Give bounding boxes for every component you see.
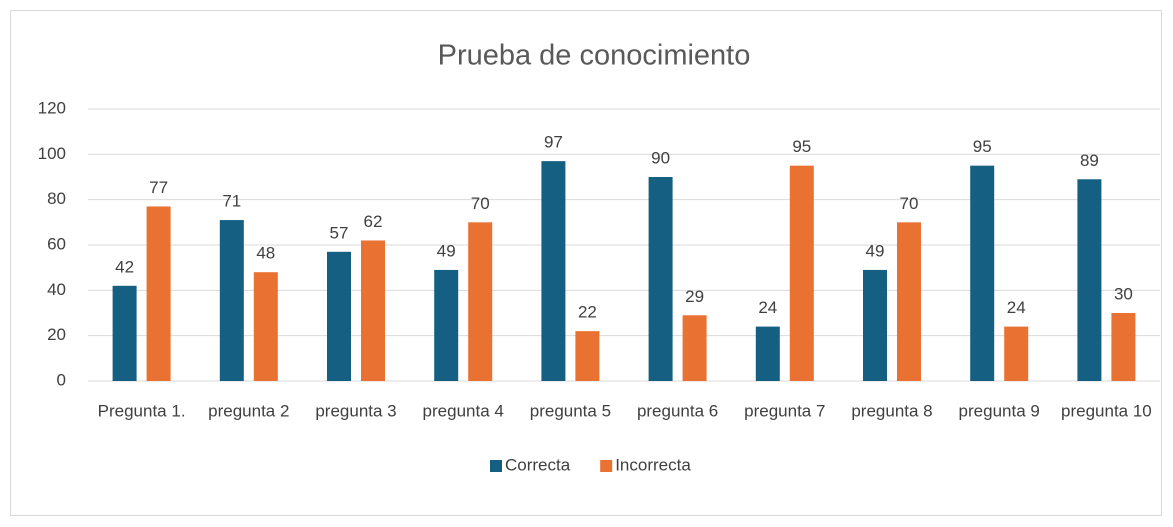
bar [1004,326,1029,381]
x-tick-label: pregunta 10 [1061,401,1152,420]
bar [755,326,780,381]
data-label: 89 [1080,151,1099,170]
data-label: 70 [900,194,919,213]
bar [648,177,673,381]
x-tick-label: pregunta 5 [530,401,611,420]
legend-swatch [490,460,502,472]
data-label: 95 [973,137,992,156]
bar [219,220,244,381]
data-label: 48 [256,244,275,263]
chart-title: Prueba de conocimiento [438,40,751,72]
data-label: 49 [437,241,456,260]
bar [897,222,921,381]
x-tick-label: pregunta 4 [423,401,504,420]
data-label: 97 [544,133,563,152]
x-tick-label: pregunta 6 [637,401,718,420]
x-tick-label: pregunta 9 [959,401,1040,420]
bar [112,285,137,381]
y-tick-label: 20 [47,325,66,344]
data-label: 30 [1114,284,1133,303]
x-tick-label: Pregunta 1. [98,401,186,420]
data-label: 24 [1007,298,1026,317]
bar [327,251,351,381]
y-tick-label: 100 [38,144,66,163]
data-label: 62 [364,212,383,231]
bar [146,206,171,381]
bar [434,269,459,381]
data-label: 77 [149,178,168,197]
y-tick-label: 40 [47,280,66,299]
y-tick-label: 80 [47,189,66,208]
bar [468,222,493,381]
legend-swatch [600,460,613,472]
bar [253,272,278,381]
x-tick-label: pregunta 7 [744,401,825,420]
data-label: 49 [866,241,885,260]
y-tick-label: 0 [57,370,66,389]
bar [863,269,887,381]
data-label: 22 [578,303,597,322]
bar [682,315,707,381]
bar [541,161,566,381]
data-label: 70 [471,194,490,213]
bar [361,240,385,381]
legend-label: Incorrecta [615,455,691,474]
bar [1077,179,1102,381]
data-label: 29 [685,287,704,306]
y-tick-label: 120 [38,98,66,117]
data-label: 24 [758,298,777,317]
data-label: 95 [792,137,811,156]
x-tick-label: pregunta 8 [851,401,932,420]
y-tick-label: 60 [47,234,66,253]
legend-label: Correcta [505,455,571,474]
x-tick-label: pregunta 3 [315,401,396,420]
x-tick-label: pregunta 2 [208,401,289,420]
data-label: 71 [222,192,241,211]
data-label: 42 [115,257,134,276]
bar [970,165,995,381]
chart-border [10,10,1162,516]
data-label: 90 [651,148,670,167]
bar [789,165,814,381]
bar [575,331,600,381]
data-label: 57 [330,223,349,242]
bar [1111,313,1136,381]
